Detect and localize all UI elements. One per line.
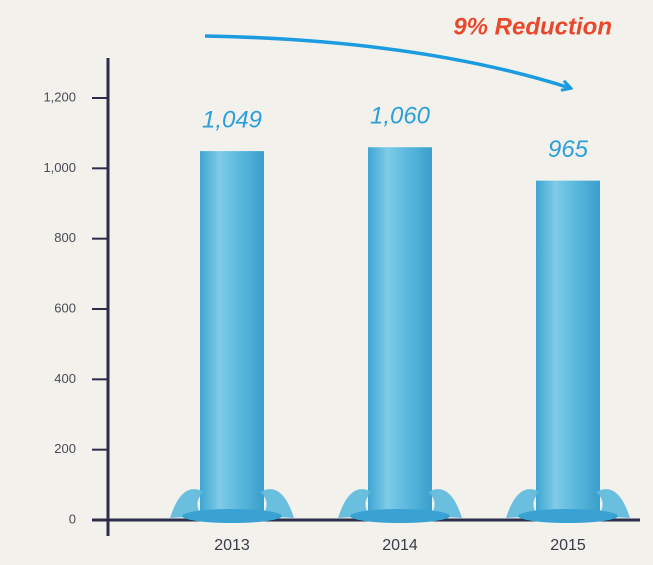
y-tick-label: 600: [54, 300, 76, 315]
bar: [200, 151, 264, 520]
splash: [506, 489, 630, 518]
value-label: 1,060: [370, 103, 431, 130]
x-tick-label: 2013: [214, 537, 250, 554]
splash: [338, 489, 462, 518]
bar: [368, 147, 432, 520]
y-tick-label: 0: [69, 511, 76, 526]
x-tick-label: 2014: [382, 537, 418, 554]
splash: [170, 489, 294, 518]
y-tick-label: 400: [54, 371, 76, 386]
splash: [350, 509, 450, 523]
splash: [182, 509, 282, 523]
y-tick-label: 200: [54, 441, 76, 456]
value-label: 965: [548, 136, 589, 163]
value-label: 1,049: [202, 106, 262, 133]
trend-arrow: [204, 34, 570, 88]
y-tick-label: 1,000: [43, 160, 76, 175]
x-tick-label: 2015: [550, 537, 586, 554]
splash: [518, 509, 618, 523]
y-tick-label: 800: [54, 230, 76, 245]
bar: [536, 180, 600, 520]
annotation: 9% Reduction: [453, 13, 612, 40]
y-tick-label: 1,200: [43, 89, 76, 104]
